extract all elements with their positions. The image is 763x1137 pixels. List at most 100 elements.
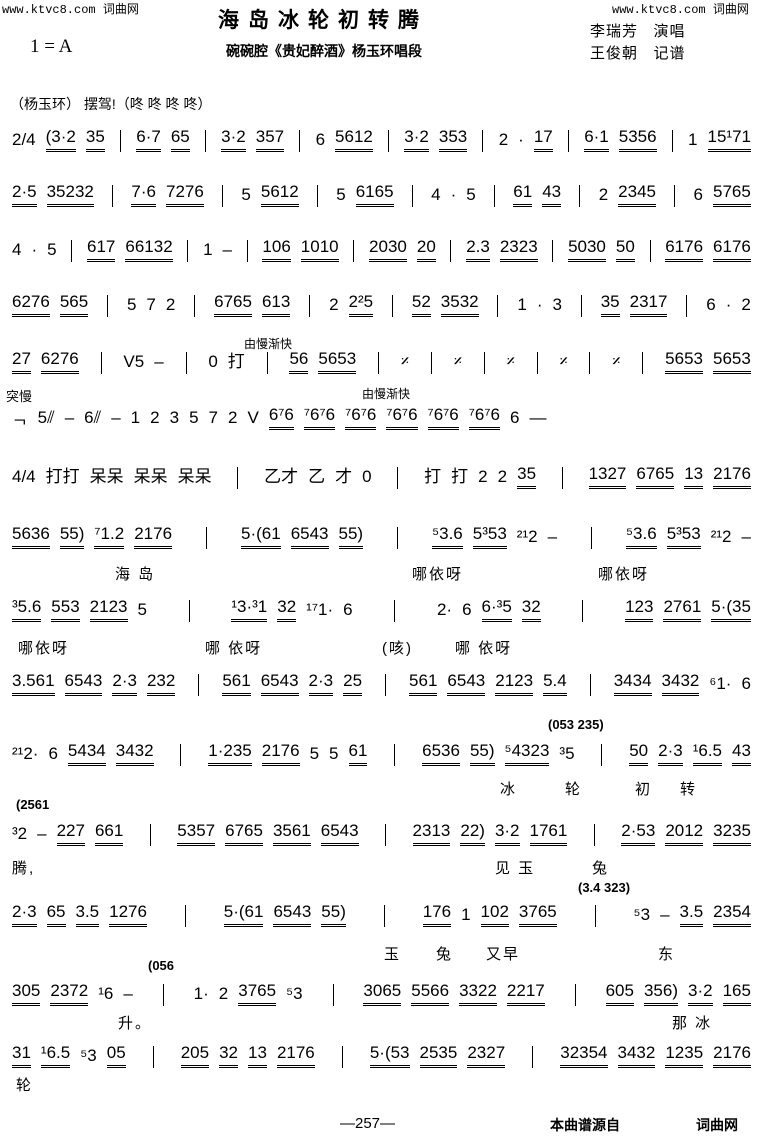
note-group: 61 (348, 741, 368, 766)
barline (112, 185, 114, 207)
measure: 1327 6765 13 2176 (588, 464, 751, 489)
barline (198, 674, 200, 696)
barline (497, 295, 499, 317)
measure: 3·2 353 (404, 127, 468, 152)
barline (674, 185, 676, 207)
note-group: 5³53 (472, 524, 507, 549)
note-group: 1 (461, 905, 471, 924)
note-group: 3·2 (687, 981, 713, 1006)
barline (316, 185, 318, 207)
note-group: 6543 (290, 524, 329, 549)
note-group: 205 (180, 1043, 210, 1068)
note-group: 5653 (665, 349, 703, 374)
note-group: 22) (460, 821, 485, 846)
notation-system: 305 2372 ¹6– 1· 2 3765 ⁵3 3065 5566 3322 2217 605 35… (12, 981, 751, 1006)
barline (237, 467, 239, 489)
note-group: – (123, 984, 133, 1003)
barline (411, 185, 413, 207)
note-group: 176 (422, 902, 452, 927)
barline (309, 295, 311, 317)
note-group: ²¹2· (12, 744, 39, 763)
note-group: 打 (424, 467, 442, 486)
barline (222, 185, 224, 207)
barline (482, 130, 484, 152)
note-group: 6⁷6 (268, 405, 294, 430)
notation-system: ³2–227 661 5357 6765 3561 6543 2313 22) 3·2 1761 2… (12, 821, 751, 846)
note-group: 2·53 (621, 821, 656, 846)
measure: ⁵3.6 5³53 ²¹2– (626, 524, 751, 549)
lyric: 腾, (12, 860, 36, 877)
note-group: – (154, 352, 164, 371)
note-group: 乙才 (264, 467, 299, 486)
note-group: 32 (277, 597, 297, 622)
note-group: 17 (533, 127, 553, 152)
barline (561, 467, 563, 489)
note-group: 1 (688, 130, 698, 149)
note-group: 5·(53 (369, 1043, 410, 1068)
measure: 2.3 2323 (466, 237, 538, 262)
note-group: 3·2 (404, 127, 429, 152)
note-group: 55) (321, 902, 346, 927)
note-group: 2176 (713, 464, 751, 489)
note-group: · (536, 295, 543, 314)
barline (594, 905, 596, 927)
credit-singer: 李瑞芳 演唱 (590, 20, 686, 41)
note-group: ⁷6⁷6 (345, 405, 377, 430)
note-group: 5 (329, 744, 339, 763)
barline (671, 130, 673, 152)
note-group: 2176 (276, 1043, 315, 1068)
note-group: 15¹71 (707, 127, 751, 152)
note-group: 43 (542, 182, 562, 207)
barline (601, 744, 603, 766)
watermark-left: www.ktvc8.com 词曲网 (2, 3, 139, 17)
singer-role: 演唱 (653, 23, 686, 40)
note-group: 3532 (440, 292, 479, 317)
notation-system: 3.561 6543 2·3 232 561 6543 2·3 25 561 6543 2123 5.… (12, 671, 751, 696)
note-group: 1 (130, 408, 141, 427)
measure: 7·6 7276 (131, 182, 204, 207)
note-group: 353 (438, 127, 468, 152)
measure: 561 6543 2123 5.4 (409, 671, 567, 696)
measure: 5·(61 6543 55) (223, 902, 346, 927)
note-group: ⁵3.6 (432, 524, 463, 549)
note-group: 2176 (261, 741, 300, 766)
note-group: 52 (411, 292, 431, 317)
note-group: 3322 (459, 981, 497, 1006)
note-group: 5 (189, 408, 199, 427)
song-title: 海岛冰轮初转腾 (218, 9, 428, 32)
note-group: 𝄎 (612, 352, 621, 371)
measure: 2·5 35232 (12, 182, 94, 207)
notation-system: 4/4 打打 呆呆 呆呆 呆呆 乙才乙才 0 打打 2 2 35 1327 6765 13 2176 (12, 464, 751, 489)
note-group: – (660, 905, 670, 924)
note-group: 𝄎 (559, 352, 568, 371)
note-group: 6 (741, 674, 751, 693)
note-group: 32 (219, 1043, 239, 1068)
measure: 2030 20 (369, 237, 436, 262)
measure: 𝄎 (507, 352, 515, 374)
barline (188, 600, 190, 622)
note-group: 617 (87, 237, 116, 262)
note-group: 2012 (665, 821, 704, 846)
lyric: 见 玉 (495, 860, 536, 877)
note-group: 6276 (12, 292, 50, 317)
barline (120, 130, 122, 152)
measure: 2· 6 6·³5 32 (437, 597, 541, 622)
barline (378, 352, 380, 374)
measure: 3·2 357 (221, 127, 285, 152)
transcriber-name: 王俊朝 (590, 45, 639, 62)
measure: 32354 3432 1235 2176 (560, 1043, 751, 1068)
note-group: 3432 (617, 1043, 656, 1068)
measure: 6276 565 (12, 292, 89, 317)
note-group: 6 (343, 600, 353, 619)
note-group: 3432 (115, 741, 154, 766)
barline (187, 240, 189, 262)
lyric: 海 岛 (115, 566, 156, 583)
note-group: ³5.6 (12, 597, 42, 622)
note-group: 3432 (661, 671, 700, 696)
note-group: 呆呆 (177, 467, 212, 486)
tempo-accel-1: 由慢渐快 (244, 337, 293, 351)
note-group: 2 (497, 467, 508, 486)
measure: 6·1 5356 (584, 127, 657, 152)
note-group: 50 (629, 741, 649, 766)
